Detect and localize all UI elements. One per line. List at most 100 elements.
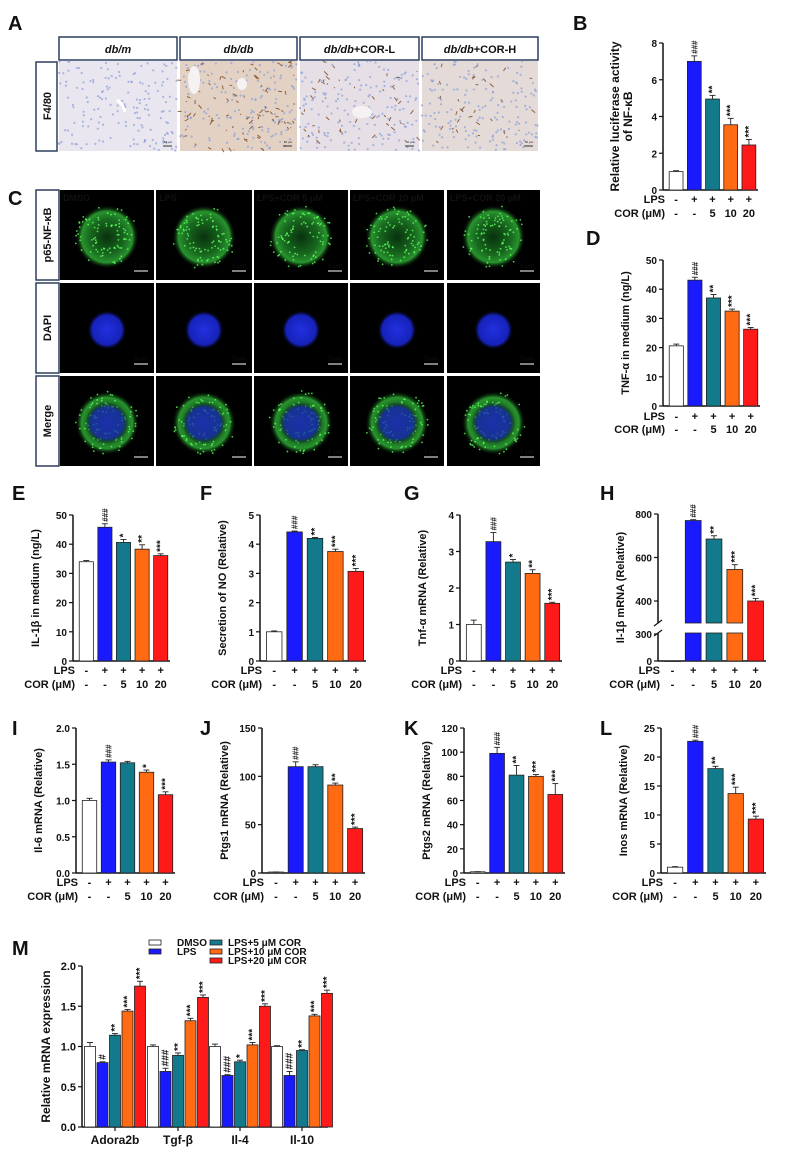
condition-value: - xyxy=(492,679,496,691)
chart-panel-i: 0.0 0.5 1.0 1.5 2.0 Il-6 mRNA (Relative) - - ###… xyxy=(27,724,175,903)
histology-image: 50 μm xyxy=(57,60,178,152)
y-tick-label: 150 xyxy=(239,724,256,735)
condition-value: 5 xyxy=(710,424,716,436)
y-tick-label: 3 xyxy=(448,548,454,559)
condition-row-label: LPS xyxy=(642,877,663,889)
significance-marker: *** xyxy=(731,773,742,785)
condition-row-label: LPS xyxy=(445,877,466,889)
condition-value: + xyxy=(332,665,338,677)
condition-value: - xyxy=(495,891,499,903)
condition-value: 20 xyxy=(349,891,361,903)
y-tick-label: 60 xyxy=(447,797,459,808)
condition-row-label: LPS xyxy=(644,411,665,423)
condition-value: - xyxy=(692,208,696,220)
condition-value: + xyxy=(711,665,717,677)
condition-value: - xyxy=(103,679,107,691)
bar xyxy=(726,569,744,624)
chart-panel-j: 0 50 100 150 Ptgs1 mRNA (Relative) - - ### + - +5 *… xyxy=(213,724,365,903)
significance-marker: *** xyxy=(260,990,271,1002)
condition-value: + xyxy=(746,194,752,206)
condition-value: - xyxy=(293,679,297,691)
bar xyxy=(684,520,702,624)
column-header: db/db xyxy=(224,44,254,56)
y-tick-label: 2 xyxy=(448,584,454,595)
bar xyxy=(743,328,759,407)
axis-break-mark xyxy=(653,629,663,637)
significance-marker: ** xyxy=(708,85,719,93)
y-axis-label: Il-6 mRNA (Relative) xyxy=(33,748,45,853)
bar xyxy=(134,985,146,1128)
row-label-box xyxy=(35,61,58,152)
y-tick-label: 4 xyxy=(248,540,254,551)
condition-label: LPS+COR 5 μM xyxy=(257,193,323,203)
significance-marker: *** xyxy=(351,555,362,567)
panel-letter-f: F xyxy=(200,483,212,505)
condition-value: - xyxy=(88,877,92,889)
condition-value: 20 xyxy=(745,424,757,436)
significance-marker: *** xyxy=(547,588,558,600)
y-tick-label: 1 xyxy=(448,621,454,632)
condition-value: + xyxy=(490,665,496,677)
bar xyxy=(489,752,505,874)
significance-marker: ### xyxy=(690,40,699,54)
scale-bar-label: 5 μm xyxy=(134,450,147,456)
significance-marker: *** xyxy=(350,813,361,825)
significance-marker: *** xyxy=(744,126,755,138)
legend-label: LPS xyxy=(177,947,197,958)
bar xyxy=(209,1046,221,1128)
histology-image: 50 μm xyxy=(298,60,421,152)
condition-value: - xyxy=(476,877,480,889)
y-tick-label: 30 xyxy=(646,314,658,325)
condition-value: 20 xyxy=(743,208,755,220)
panel-c-immunofluorescence: p65-NF-κB 5 μm DMSO 5 μm LPS 5 μm LPS+COR 5 μM… xyxy=(35,189,540,467)
bar xyxy=(327,784,344,874)
chart-panel-m: 0.0 0.5 1.0 1.5 2.0 Relative mRNA expression A… xyxy=(39,938,333,1147)
condition-label: LPS+COR 20 μM xyxy=(450,193,521,203)
column-header: db/db+COR-L xyxy=(324,44,395,56)
condition-row-label: COR (μM) xyxy=(411,679,462,691)
y-tick-label: 4 xyxy=(448,511,454,522)
bar xyxy=(687,279,703,407)
significance-marker: ** xyxy=(711,756,722,764)
significance-marker: ** xyxy=(528,560,539,568)
condition-value: - xyxy=(272,665,276,677)
fluorescence-image: 5 μm xyxy=(447,283,540,373)
legend-label: LPS+20 μM COR xyxy=(228,956,307,967)
condition-value: 20 xyxy=(750,891,762,903)
significance-marker: *** xyxy=(730,551,741,563)
scale-bar-label: 5 μm xyxy=(232,264,245,270)
condition-value: + xyxy=(549,665,555,677)
condition-value: + xyxy=(312,877,318,889)
significance-marker: * xyxy=(508,554,519,558)
bar xyxy=(266,631,283,662)
bar xyxy=(286,531,303,662)
y-tick-label: 0 xyxy=(448,657,454,668)
significance-marker: ### xyxy=(101,508,110,522)
condition-value: + xyxy=(513,877,519,889)
significance-marker: *** xyxy=(135,968,146,980)
significance-marker: *** xyxy=(726,105,737,117)
condition-value: - xyxy=(673,877,677,889)
condition-value: 20 xyxy=(350,679,362,691)
bar xyxy=(97,526,113,662)
condition-value: 5 xyxy=(312,679,318,691)
condition-value: + xyxy=(162,877,168,889)
condition-value: + xyxy=(732,665,738,677)
bar xyxy=(687,740,704,874)
legend-swatch xyxy=(209,948,223,955)
scale-bar-label: 5 μm xyxy=(328,264,341,270)
panel-letter-e: E xyxy=(12,483,25,505)
legend-label: LPS+10 μM COR xyxy=(228,947,307,958)
y-tick-label: 1.5 xyxy=(56,760,70,771)
bar xyxy=(96,1062,109,1128)
significance-marker: ** xyxy=(709,285,720,293)
histology-image: 50 μm xyxy=(177,60,298,153)
y-tick-label: 0.0 xyxy=(61,1122,76,1134)
condition-value: 5 xyxy=(712,891,718,903)
y-tick-label: 0 xyxy=(646,657,652,668)
bar xyxy=(234,1061,246,1128)
condition-value: + xyxy=(291,665,297,677)
significance-marker: ### xyxy=(223,1056,234,1073)
